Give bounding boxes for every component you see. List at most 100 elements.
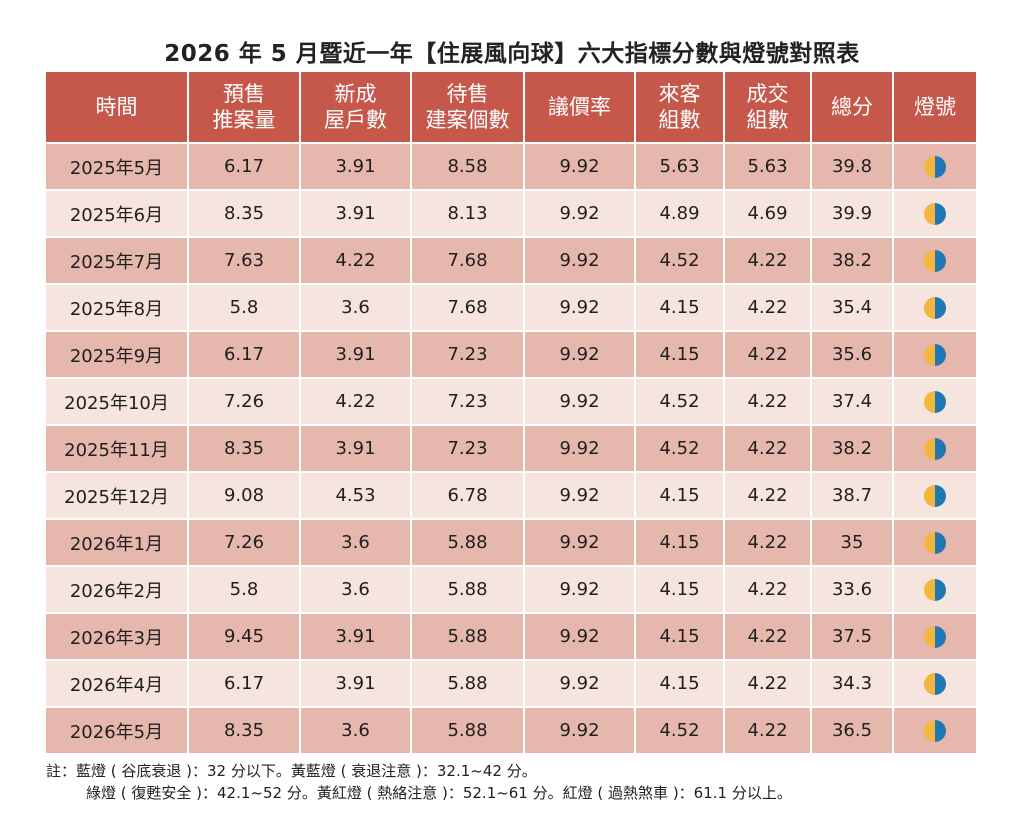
cell-time: 2026年5月 xyxy=(46,706,189,753)
cell-newhouse: 4.22 xyxy=(300,377,412,425)
cell-newhouse: 3.6 xyxy=(300,283,412,331)
cell-total: 38.2 xyxy=(811,236,894,284)
table-row: 2026年3月 9.45 3.91 5.88 9.92 4.15 4.22 37.5 xyxy=(46,612,976,660)
header-label: 新成 xyxy=(334,82,377,106)
cell-total: 37.5 xyxy=(811,612,894,660)
header-label: 燈號 xyxy=(914,95,956,119)
cell-presale: 5.8 xyxy=(188,283,301,331)
cell-visitors: 4.15 xyxy=(635,565,725,613)
cell-forsale: 7.23 xyxy=(411,377,525,425)
cell-bargain: 9.92 xyxy=(524,330,636,378)
cell-bargain: 9.92 xyxy=(524,189,636,237)
cell-deals: 4.22 xyxy=(724,283,812,331)
cell-time: 2026年1月 xyxy=(46,518,189,566)
cell-deals: 4.22 xyxy=(724,612,812,660)
lamp-yellow-half xyxy=(924,343,935,366)
cell-deals: 4.69 xyxy=(724,189,812,237)
table-header-row: 時間 預售 推案量 新成 屋戶數 待售 建案個數 議價率 來客 組數 成交 組數 總分 燈… xyxy=(46,72,976,143)
table-row: 2025年8月 5.8 3.6 7.68 9.92 4.15 4.22 35.4 xyxy=(46,283,976,331)
cell-time: 2025年8月 xyxy=(46,283,189,331)
yellow-blue-lamp-icon xyxy=(924,343,946,366)
table-row: 2026年4月 6.17 3.91 5.88 9.92 4.15 4.22 34.3 xyxy=(46,659,976,707)
cell-lamp xyxy=(893,283,976,331)
lamp-blue-half xyxy=(935,390,946,413)
cell-visitors: 4.52 xyxy=(635,424,725,472)
cell-forsale: 6.78 xyxy=(411,471,525,519)
cell-presale: 8.35 xyxy=(188,706,301,753)
cell-bargain: 9.92 xyxy=(524,518,636,566)
header-forsale: 待售 建案個數 xyxy=(411,72,525,143)
cell-presale: 6.17 xyxy=(188,659,301,707)
cell-visitors: 5.63 xyxy=(635,142,725,190)
header-lamp: 燈號 xyxy=(893,72,976,143)
header-label: 組數 xyxy=(746,108,789,132)
table-body: 2025年5月 6.17 3.91 8.58 9.92 5.63 5.63 39.8 2025年… xyxy=(46,142,976,753)
cell-time: 2025年11月 xyxy=(46,424,189,472)
cell-total: 38.7 xyxy=(811,471,894,519)
cell-visitors: 4.89 xyxy=(635,189,725,237)
table-row: 2025年12月 9.08 4.53 6.78 9.92 4.15 4.22 38.7 xyxy=(46,471,976,519)
cell-newhouse: 3.91 xyxy=(300,612,412,660)
header-deals: 成交 組數 xyxy=(724,72,812,143)
cell-deals: 4.22 xyxy=(724,377,812,425)
cell-presale: 6.17 xyxy=(188,330,301,378)
cell-deals: 4.22 xyxy=(724,236,812,284)
cell-presale: 9.45 xyxy=(188,612,301,660)
cell-newhouse: 3.6 xyxy=(300,706,412,753)
yellow-blue-lamp-icon xyxy=(924,719,946,742)
lamp-yellow-half xyxy=(924,578,935,601)
lamp-yellow-half xyxy=(924,719,935,742)
cell-forsale: 8.58 xyxy=(411,142,525,190)
footnote-line-2: 綠燈 ( 復甦安全 )：42.1~52 分。黃紅燈 ( 熱絡注意 )：52.1~… xyxy=(86,784,792,802)
cell-deals: 4.22 xyxy=(724,565,812,613)
cell-time: 2025年7月 xyxy=(46,236,189,284)
yellow-blue-lamp-icon xyxy=(924,484,946,507)
header-label: 成交 xyxy=(746,82,789,106)
cell-presale: 7.26 xyxy=(188,377,301,425)
cell-forsale: 7.68 xyxy=(411,236,525,284)
cell-lamp xyxy=(893,424,976,472)
header-label: 待售 xyxy=(446,82,489,106)
lamp-blue-half xyxy=(935,249,946,272)
cell-presale: 6.17 xyxy=(188,142,301,190)
header-total: 總分 xyxy=(811,72,894,143)
lamp-yellow-half xyxy=(924,155,935,178)
cell-forsale: 5.88 xyxy=(411,565,525,613)
lamp-blue-half xyxy=(935,296,946,319)
cell-time: 2025年6月 xyxy=(46,189,189,237)
header-visitors: 來客 組數 xyxy=(635,72,725,143)
lamp-yellow-half xyxy=(924,531,935,554)
cell-time: 2026年3月 xyxy=(46,612,189,660)
cell-newhouse: 3.91 xyxy=(300,189,412,237)
table-row: 2025年6月 8.35 3.91 8.13 9.92 4.89 4.69 39.9 xyxy=(46,189,976,237)
score-table-container: 時間 預售 推案量 新成 屋戶數 待售 建案個數 議價率 來客 組數 成交 組數 總分 燈… xyxy=(46,72,976,753)
cell-presale: 9.08 xyxy=(188,471,301,519)
cell-bargain: 9.92 xyxy=(524,236,636,284)
cell-newhouse: 3.91 xyxy=(300,424,412,472)
cell-forsale: 8.13 xyxy=(411,189,525,237)
cell-presale: 7.63 xyxy=(188,236,301,284)
footnote-line-1: 註：藍燈 ( 谷底衰退 )：32 分以下。黃藍燈 ( 衰退注意 )：32.1~4… xyxy=(46,762,537,780)
header-label: 總分 xyxy=(831,95,873,119)
cell-time: 2025年12月 xyxy=(46,471,189,519)
score-table: 時間 預售 推案量 新成 屋戶數 待售 建案個數 議價率 來客 組數 成交 組數 總分 燈… xyxy=(46,72,976,753)
lamp-blue-half xyxy=(935,578,946,601)
lamp-yellow-half xyxy=(924,249,935,272)
lamp-blue-half xyxy=(935,531,946,554)
cell-bargain: 9.92 xyxy=(524,142,636,190)
cell-total: 34.3 xyxy=(811,659,894,707)
lamp-blue-half xyxy=(935,343,946,366)
cell-total: 35 xyxy=(811,518,894,566)
cell-forsale: 7.23 xyxy=(411,424,525,472)
yellow-blue-lamp-icon xyxy=(924,202,946,225)
cell-deals: 5.63 xyxy=(724,142,812,190)
header-label: 推案量 xyxy=(212,108,276,132)
yellow-blue-lamp-icon xyxy=(924,249,946,272)
yellow-blue-lamp-icon xyxy=(924,531,946,554)
yellow-blue-lamp-icon xyxy=(924,390,946,413)
header-newhouse: 新成 屋戶數 xyxy=(300,72,412,143)
table-row: 2025年5月 6.17 3.91 8.58 9.92 5.63 5.63 39.8 xyxy=(46,142,976,190)
cell-visitors: 4.15 xyxy=(635,659,725,707)
cell-presale: 7.26 xyxy=(188,518,301,566)
lamp-yellow-half xyxy=(924,484,935,507)
